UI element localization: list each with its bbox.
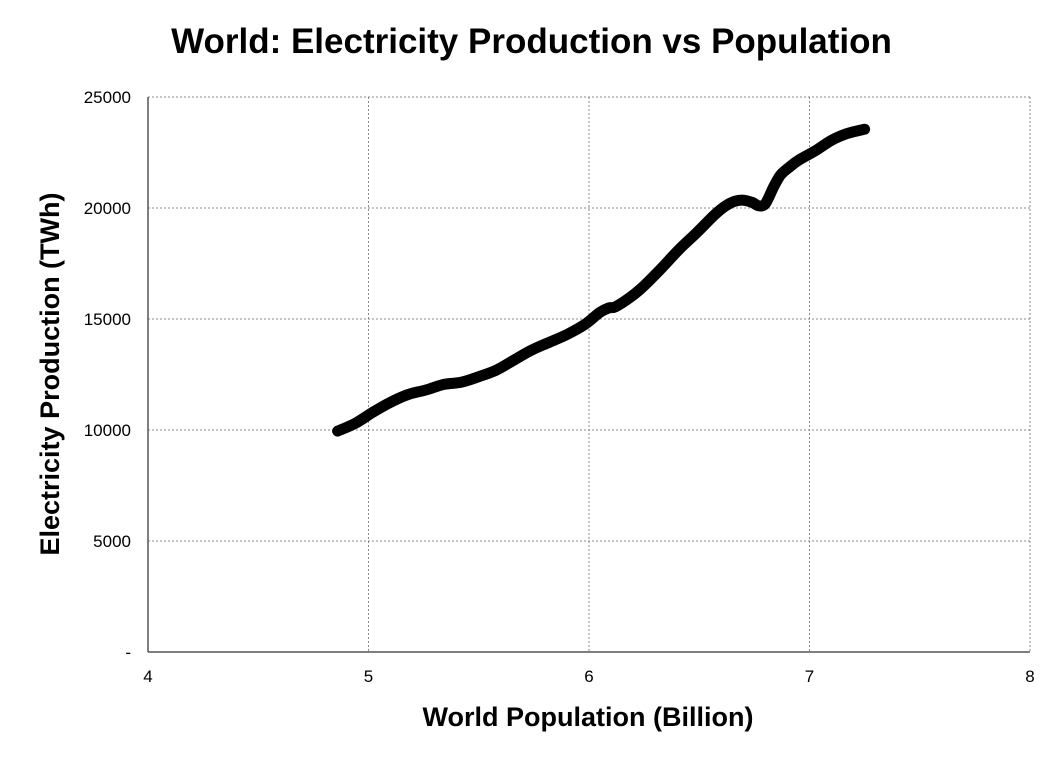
chart-title: World: Electricity Production vs Populat… (171, 22, 892, 61)
series-layer (332, 123, 871, 437)
y-tick-label: 15000 (84, 310, 131, 329)
y-tick-label: 10000 (84, 421, 131, 440)
x-tick-label: 7 (805, 667, 814, 686)
grid-lines (148, 96, 1031, 652)
y-tick-label: 25000 (84, 88, 131, 107)
series-line (332, 123, 871, 437)
x-tick-label: 5 (364, 667, 373, 686)
y-tick-label: 20000 (84, 199, 131, 218)
y-tick-label: 5000 (93, 532, 131, 551)
y-tick-label: - (125, 643, 131, 662)
axes (147, 97, 1030, 653)
x-axis-title: World Population (Billion) (423, 702, 754, 732)
x-tick-label: 8 (1025, 667, 1034, 686)
x-tick-label: 4 (143, 667, 152, 686)
x-tick-label: 6 (584, 667, 593, 686)
y-axis-title: Electricity Production (TWh) (35, 192, 65, 555)
tick-labels: 4 5 6 7 8 - 5000 10000 15000 20000 25000 (84, 88, 1035, 686)
